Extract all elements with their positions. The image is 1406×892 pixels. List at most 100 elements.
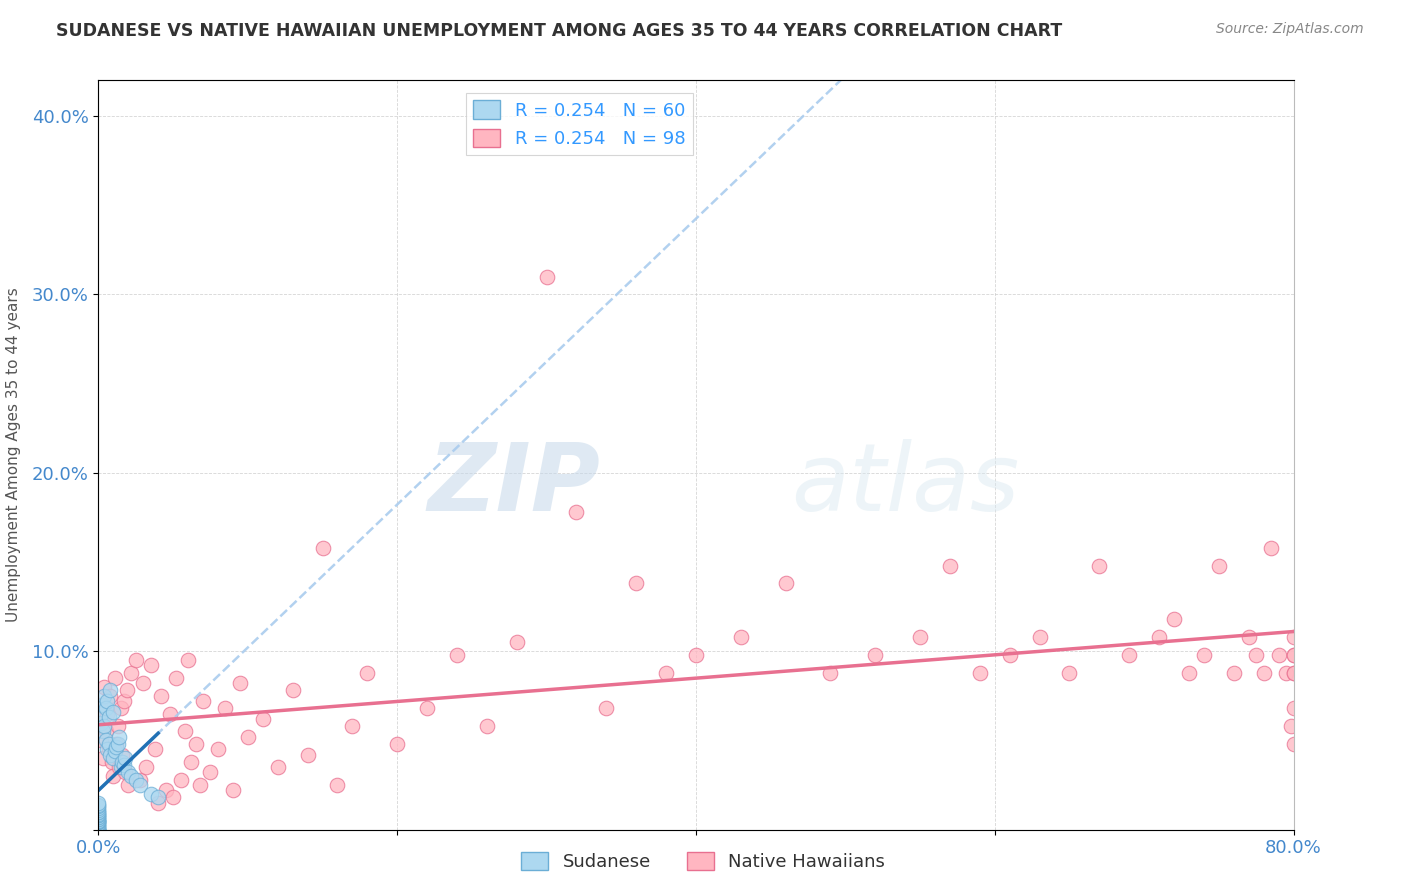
Point — [155, 783, 177, 797]
Point — [87, 814, 110, 828]
Point — [103, 705, 125, 719]
Point — [87, 812, 110, 826]
Point — [104, 671, 127, 685]
Point — [214, 701, 236, 715]
Point — [1282, 665, 1305, 680]
Point — [356, 665, 378, 680]
Point — [1088, 558, 1111, 573]
Point — [108, 760, 131, 774]
Point — [93, 719, 115, 733]
Point — [165, 671, 187, 685]
Point — [87, 821, 110, 835]
Point — [87, 803, 110, 817]
Point — [1282, 648, 1305, 662]
Point — [87, 806, 110, 821]
Point — [91, 698, 114, 712]
Point — [97, 742, 120, 756]
Point — [139, 787, 162, 801]
Point — [87, 822, 110, 837]
Point — [87, 822, 110, 837]
Point — [94, 701, 117, 715]
Point — [939, 558, 962, 573]
Point — [87, 821, 110, 835]
Point — [98, 683, 122, 698]
Point — [207, 742, 229, 756]
Point — [1178, 665, 1201, 680]
Point — [169, 772, 191, 787]
Point — [91, 751, 114, 765]
Point — [87, 805, 110, 819]
Point — [342, 719, 364, 733]
Point — [93, 680, 115, 694]
Point — [87, 819, 110, 833]
Point — [87, 815, 110, 830]
Point — [87, 810, 110, 824]
Point — [87, 817, 110, 831]
Point — [87, 801, 110, 815]
Point — [114, 751, 136, 765]
Point — [93, 689, 115, 703]
Point — [96, 706, 118, 721]
Point — [1253, 665, 1275, 680]
Point — [775, 576, 797, 591]
Point — [87, 810, 110, 824]
Point — [97, 737, 120, 751]
Y-axis label: Unemployment Among Ages 35 to 44 years: Unemployment Among Ages 35 to 44 years — [6, 287, 21, 623]
Point — [1282, 737, 1305, 751]
Point — [998, 648, 1021, 662]
Point — [1282, 630, 1305, 644]
Point — [1118, 648, 1140, 662]
Text: ZIP: ZIP — [427, 439, 600, 531]
Legend: R = 0.254   N = 60, R = 0.254   N = 98: R = 0.254 N = 60, R = 0.254 N = 98 — [465, 93, 693, 155]
Point — [87, 822, 110, 837]
Point — [174, 724, 197, 739]
Point — [1223, 665, 1246, 680]
Point — [626, 576, 648, 591]
Point — [820, 665, 842, 680]
Legend: Sudanese, Native Hawaiians: Sudanese, Native Hawaiians — [513, 845, 893, 879]
Point — [87, 814, 110, 828]
Point — [1028, 630, 1050, 644]
Point — [90, 706, 112, 721]
Point — [595, 701, 617, 715]
Point — [91, 724, 114, 739]
Point — [143, 742, 166, 756]
Point — [222, 783, 245, 797]
Text: atlas: atlas — [792, 440, 1019, 531]
Point — [162, 790, 184, 805]
Point — [87, 822, 110, 837]
Point — [1059, 665, 1081, 680]
Point — [87, 815, 110, 830]
Point — [90, 733, 112, 747]
Point — [236, 730, 259, 744]
Point — [229, 676, 252, 690]
Point — [150, 689, 173, 703]
Point — [416, 701, 439, 715]
Point — [506, 635, 529, 649]
Point — [120, 665, 142, 680]
Point — [267, 760, 290, 774]
Point — [297, 747, 319, 762]
Point — [1282, 648, 1305, 662]
Point — [1163, 612, 1185, 626]
Point — [177, 653, 200, 667]
Point — [148, 790, 170, 805]
Point — [104, 744, 127, 758]
Point — [1244, 648, 1267, 662]
Point — [191, 694, 214, 708]
Text: SUDANESE VS NATIVE HAWAIIAN UNEMPLOYMENT AMONG AGES 35 TO 44 YEARS CORRELATION C: SUDANESE VS NATIVE HAWAIIAN UNEMPLOYMENT… — [56, 22, 1063, 40]
Point — [311, 541, 333, 555]
Point — [87, 805, 110, 819]
Point — [565, 505, 588, 519]
Point — [112, 758, 135, 772]
Point — [475, 719, 498, 733]
Point — [252, 712, 274, 726]
Point — [112, 694, 135, 708]
Point — [281, 683, 304, 698]
Point — [135, 760, 157, 774]
Point — [188, 778, 211, 792]
Text: Source: ZipAtlas.com: Source: ZipAtlas.com — [1216, 22, 1364, 37]
Point — [1282, 701, 1305, 715]
Point — [969, 665, 991, 680]
Point — [108, 730, 131, 744]
